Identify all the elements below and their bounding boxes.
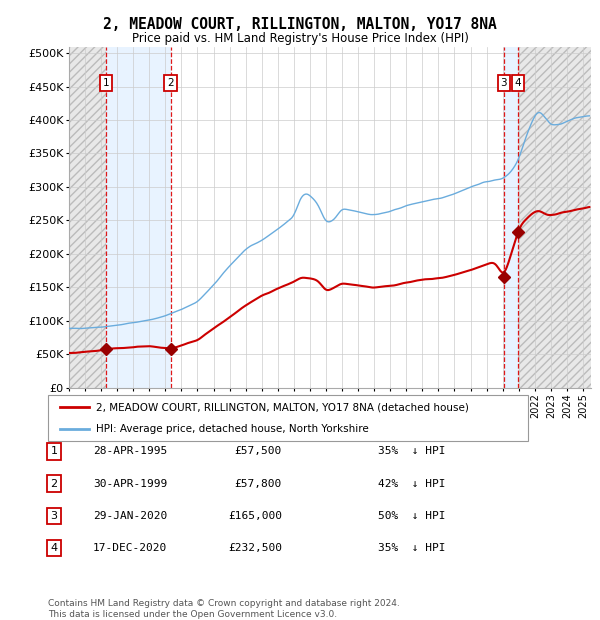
Text: 35%  ↓ HPI: 35% ↓ HPI [378, 543, 445, 553]
Text: 4: 4 [515, 78, 521, 88]
Bar [504, 46, 518, 388]
Bar [69, 46, 106, 388]
Text: 1: 1 [103, 78, 110, 88]
Text: Price paid vs. HM Land Registry's House Price Index (HPI): Price paid vs. HM Land Registry's House … [131, 32, 469, 45]
Text: 2, MEADOW COURT, RILLINGTON, MALTON, YO17 8NA (detached house): 2, MEADOW COURT, RILLINGTON, MALTON, YO1… [96, 402, 469, 412]
Text: £232,500: £232,500 [228, 543, 282, 553]
Text: 3: 3 [500, 78, 507, 88]
Text: 2, MEADOW COURT, RILLINGTON, MALTON, YO17 8NA: 2, MEADOW COURT, RILLINGTON, MALTON, YO1… [103, 17, 497, 32]
Text: £57,500: £57,500 [235, 446, 282, 456]
Text: 17-DEC-2020: 17-DEC-2020 [93, 543, 167, 553]
Text: £57,800: £57,800 [235, 479, 282, 489]
Text: 4: 4 [50, 543, 58, 553]
Text: 29-JAN-2020: 29-JAN-2020 [93, 511, 167, 521]
Text: 2: 2 [50, 479, 58, 489]
Text: 28-APR-1995: 28-APR-1995 [93, 446, 167, 456]
Bar [518, 46, 591, 388]
Text: 35%  ↓ HPI: 35% ↓ HPI [378, 446, 445, 456]
Text: 3: 3 [50, 511, 58, 521]
Text: 1: 1 [50, 446, 58, 456]
Text: HPI: Average price, detached house, North Yorkshire: HPI: Average price, detached house, Nort… [96, 424, 369, 434]
Text: £165,000: £165,000 [228, 511, 282, 521]
FancyBboxPatch shape [48, 395, 528, 441]
Text: 2: 2 [167, 78, 174, 88]
Bar [106, 46, 170, 388]
Text: Contains HM Land Registry data © Crown copyright and database right 2024.
This d: Contains HM Land Registry data © Crown c… [48, 600, 400, 619]
Text: 30-APR-1999: 30-APR-1999 [93, 479, 167, 489]
Text: 50%  ↓ HPI: 50% ↓ HPI [378, 511, 445, 521]
Text: 42%  ↓ HPI: 42% ↓ HPI [378, 479, 445, 489]
